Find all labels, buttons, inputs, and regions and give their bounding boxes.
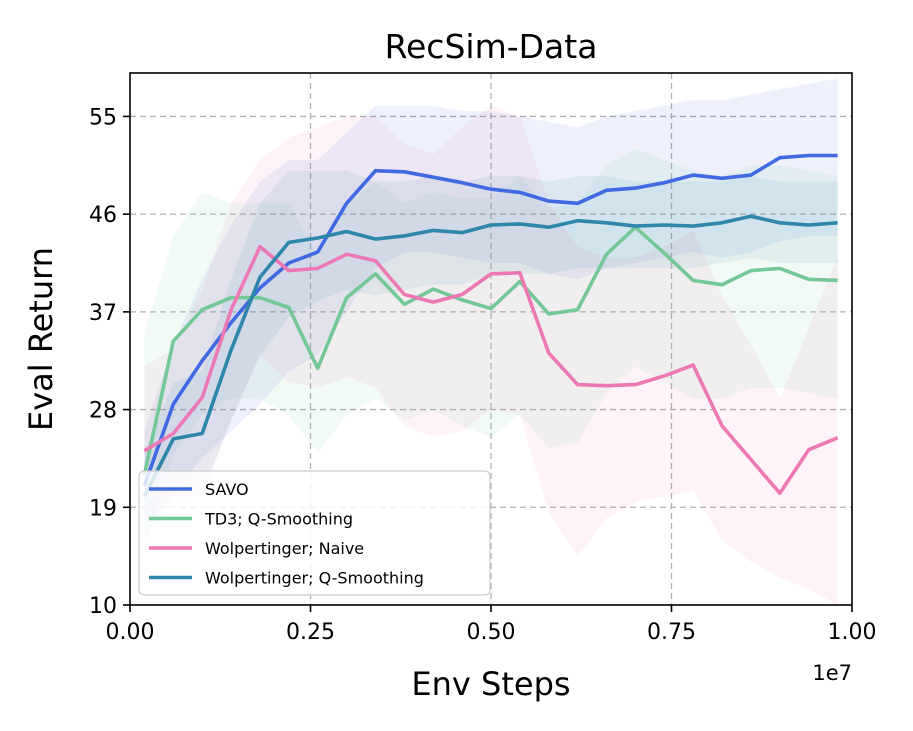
td3-q-smoothing-band	[144, 149, 838, 551]
td3-q-smoothing-line	[142, 225, 838, 476]
y-tick-label: 10	[89, 594, 117, 619]
legend-label-wolpertinger-q-smoothing: Wolpertinger; Q-Smoothing	[205, 569, 424, 588]
x-tick-label: 0.50	[467, 620, 516, 645]
y-tick-label: 46	[89, 203, 117, 228]
y-axis-ticks: 10 19 28 37 46 55	[89, 105, 130, 619]
x-axis-offset-label: 1e7	[812, 661, 852, 685]
savo-band	[144, 78, 838, 530]
x-tick-label: 0.00	[106, 620, 155, 645]
confidence-bands	[144, 78, 838, 605]
chart-title: RecSim-Data	[385, 27, 598, 66]
savo-line	[142, 153, 838, 487]
y-tick-label: 37	[89, 301, 117, 326]
wolpertinger-q-smoothing-band	[144, 170, 838, 540]
legend: SAVO TD3; Q-Smoothing Wolpertinger; Naive W…	[138, 470, 491, 596]
legend-label-wolpertinger-naive: Wolpertinger; Naive	[205, 539, 364, 558]
legend-box	[138, 470, 491, 596]
x-axis-ticks: 0.00 0.25 0.50 0.75 1.00	[106, 605, 877, 645]
y-tick-label: 19	[89, 496, 117, 521]
x-tick-label: 0.75	[647, 620, 696, 645]
x-tick-label: 0.25	[286, 620, 335, 645]
legend-label-savo: SAVO	[205, 480, 249, 499]
wolpertinger-q-smoothing-line	[142, 214, 838, 498]
wolpertinger-naive-line	[143, 244, 839, 496]
wolpertinger-naive-band	[144, 105, 838, 605]
legend-label-td3-q-smoothing: TD3; Q-Smoothing	[204, 510, 353, 529]
y-tick-label: 28	[89, 399, 117, 424]
series-lines	[142, 153, 839, 498]
x-axis-label: Env Steps	[411, 665, 570, 703]
x-tick-label: 1.00	[828, 620, 877, 645]
y-tick-label: 55	[89, 105, 117, 130]
y-axis-label: Eval Return	[22, 247, 60, 431]
